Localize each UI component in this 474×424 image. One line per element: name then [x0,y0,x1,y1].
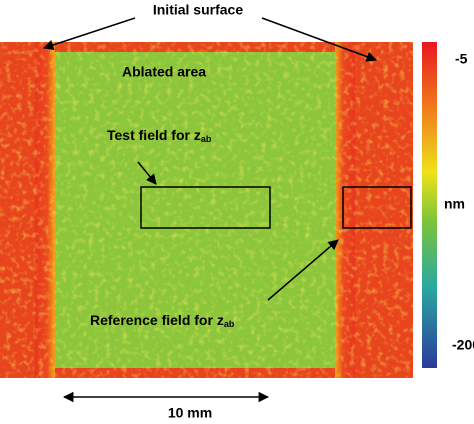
text-part: ab [224,319,235,329]
text-part: Test field for z [107,127,201,143]
colorbar [422,42,437,368]
colorbar-top-label: -5 [455,51,468,67]
colorbar-bottom-label: -200 [452,337,474,353]
reference-field-label: Reference field for zab [90,312,235,330]
text-part: Reference field for z [90,312,224,328]
test-field-box [140,186,271,229]
text-part: ab [201,134,212,144]
reference-field-box [342,186,412,229]
scale-label: 10 mm [168,405,212,421]
colorbar-unit: nm [444,196,465,212]
arrows [43,17,377,403]
ablated-area-label: Ablated area [122,64,206,80]
heatmap [0,42,413,378]
initial-surface-label: Initial surface [153,2,243,18]
test-field-label: Test field for zab [107,127,212,145]
